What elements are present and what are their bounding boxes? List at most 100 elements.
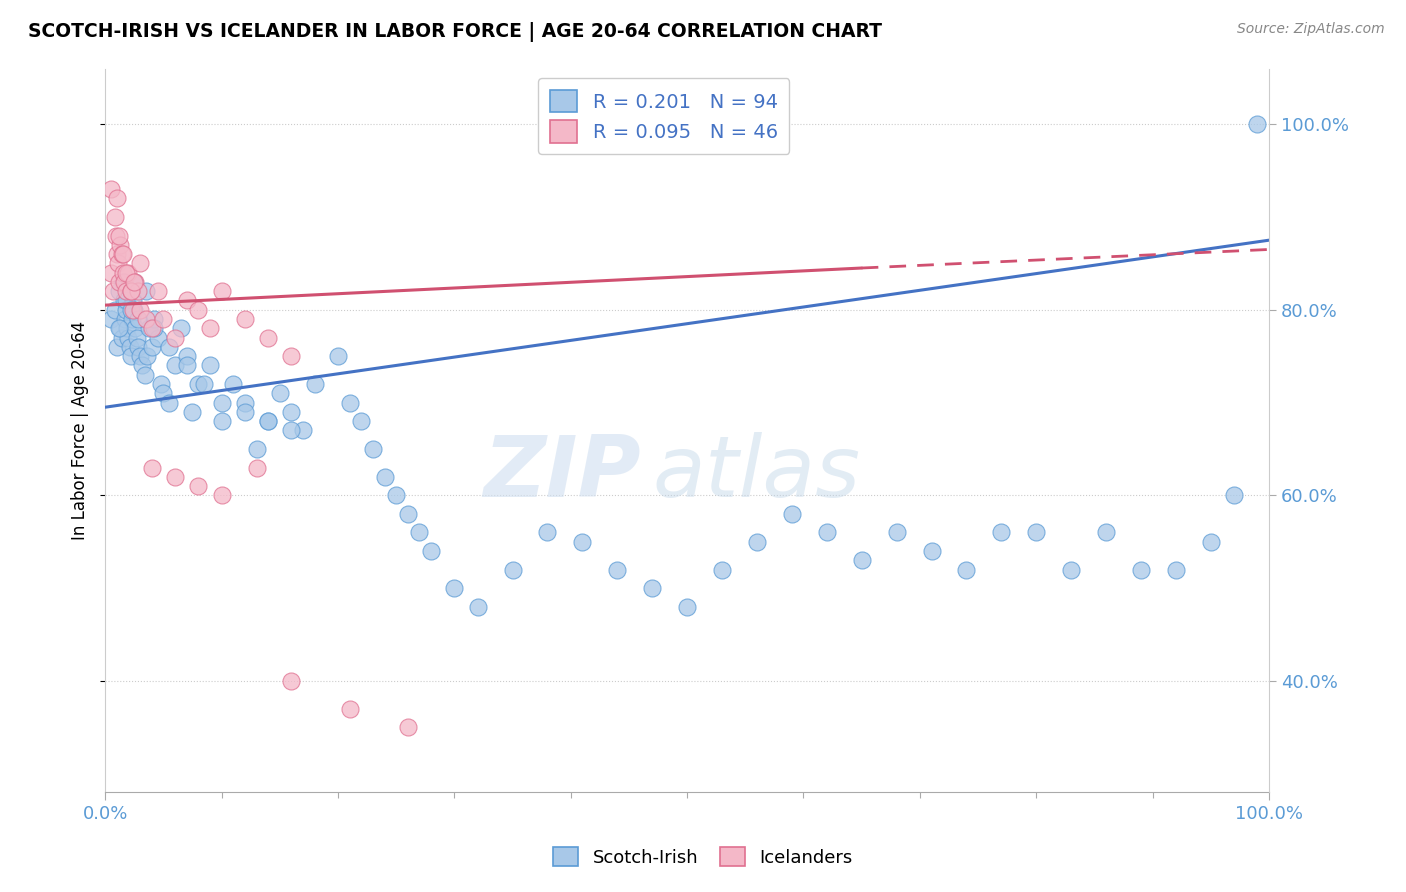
Point	[115, 284, 138, 298]
Text: SCOTCH-IRISH VS ICELANDER IN LABOR FORCE | AGE 20-64 CORRELATION CHART: SCOTCH-IRISH VS ICELANDER IN LABOR FORCE…	[28, 22, 882, 42]
Point	[120, 284, 142, 298]
Point	[136, 349, 159, 363]
Point	[100, 266, 122, 280]
Point	[157, 340, 180, 354]
Point	[112, 275, 135, 289]
Point	[571, 534, 593, 549]
Point	[280, 349, 302, 363]
Point	[606, 563, 628, 577]
Point	[135, 312, 157, 326]
Point	[100, 182, 122, 196]
Point	[676, 599, 699, 614]
Point	[129, 256, 152, 270]
Point	[121, 312, 143, 326]
Point	[211, 284, 233, 298]
Point	[120, 302, 142, 317]
Point	[105, 247, 128, 261]
Point	[396, 720, 419, 734]
Point	[187, 377, 209, 392]
Point	[257, 414, 280, 428]
Point	[108, 228, 131, 243]
Point	[1025, 525, 1047, 540]
Point	[103, 284, 125, 298]
Point	[1164, 563, 1187, 577]
Point	[163, 330, 186, 344]
Point	[304, 377, 326, 392]
Point	[536, 525, 558, 540]
Point	[163, 359, 186, 373]
Point	[339, 395, 361, 409]
Text: atlas: atlas	[652, 433, 860, 516]
Point	[124, 275, 146, 289]
Point	[745, 534, 768, 549]
Point	[134, 368, 156, 382]
Point	[103, 302, 125, 317]
Y-axis label: In Labor Force | Age 20-64: In Labor Force | Age 20-64	[72, 321, 89, 540]
Point	[141, 321, 163, 335]
Point	[350, 414, 373, 428]
Point	[115, 266, 138, 280]
Point	[104, 228, 127, 243]
Point	[886, 525, 908, 540]
Point	[385, 488, 408, 502]
Point	[280, 405, 302, 419]
Point	[131, 359, 153, 373]
Point	[233, 405, 256, 419]
Point	[103, 210, 125, 224]
Point	[921, 544, 943, 558]
Point	[1223, 488, 1246, 502]
Point	[141, 460, 163, 475]
Point	[280, 673, 302, 688]
Point	[125, 330, 148, 344]
Point	[373, 470, 395, 484]
Point	[502, 563, 524, 577]
Point	[152, 312, 174, 326]
Point	[176, 349, 198, 363]
Point	[233, 312, 256, 326]
Point	[111, 275, 134, 289]
Point	[110, 330, 132, 344]
Point	[135, 284, 157, 298]
Point	[211, 488, 233, 502]
Point	[1246, 117, 1268, 131]
Point	[111, 266, 134, 280]
Point	[122, 293, 145, 308]
Point	[233, 395, 256, 409]
Point	[396, 507, 419, 521]
Point	[105, 191, 128, 205]
Point	[711, 563, 734, 577]
Point	[245, 442, 267, 456]
Point	[138, 321, 160, 335]
Point	[117, 321, 139, 335]
Point	[187, 479, 209, 493]
Point	[127, 340, 149, 354]
Legend: R = 0.201   N = 94, R = 0.095   N = 46: R = 0.201 N = 94, R = 0.095 N = 46	[538, 78, 789, 154]
Point	[339, 702, 361, 716]
Point	[280, 424, 302, 438]
Point	[150, 377, 173, 392]
Point	[193, 377, 215, 392]
Point	[163, 470, 186, 484]
Point	[108, 284, 131, 298]
Point	[118, 340, 141, 354]
Point	[108, 321, 131, 335]
Point	[100, 312, 122, 326]
Point	[176, 293, 198, 308]
Point	[198, 321, 221, 335]
Legend: Scotch-Irish, Icelanders: Scotch-Irish, Icelanders	[546, 840, 860, 874]
Point	[129, 349, 152, 363]
Point	[641, 581, 664, 595]
Point	[127, 284, 149, 298]
Point	[187, 302, 209, 317]
Point	[108, 275, 131, 289]
Text: ZIP: ZIP	[482, 433, 641, 516]
Point	[1095, 525, 1118, 540]
Point	[110, 321, 132, 335]
Point	[120, 349, 142, 363]
Point	[170, 321, 193, 335]
Text: Source: ZipAtlas.com: Source: ZipAtlas.com	[1237, 22, 1385, 37]
Point	[1130, 563, 1153, 577]
Point	[146, 330, 169, 344]
Point	[129, 302, 152, 317]
Point	[361, 442, 384, 456]
